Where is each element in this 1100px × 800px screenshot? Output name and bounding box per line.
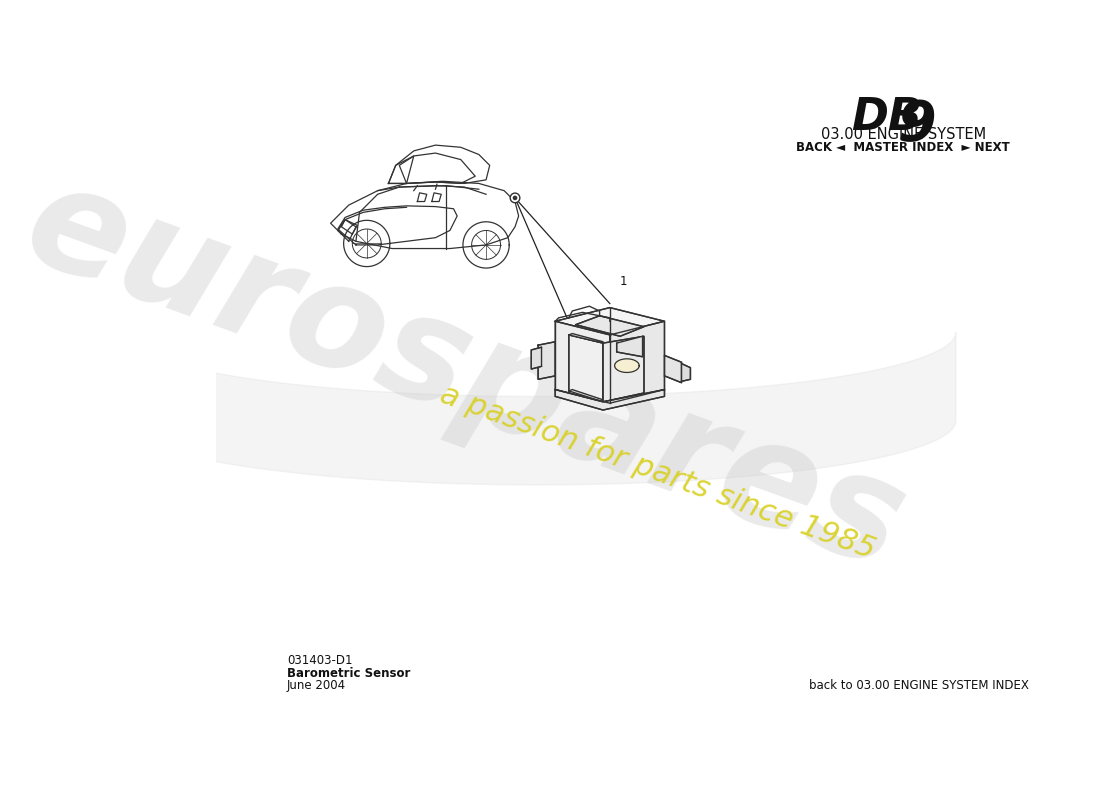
Polygon shape <box>569 390 603 402</box>
Polygon shape <box>575 316 644 336</box>
Text: 031403-D1: 031403-D1 <box>287 654 352 666</box>
Text: BACK ◄  MASTER INDEX  ► NEXT: BACK ◄ MASTER INDEX ► NEXT <box>796 142 1010 154</box>
Polygon shape <box>615 359 639 373</box>
Text: June 2004: June 2004 <box>287 679 345 693</box>
Polygon shape <box>556 322 609 403</box>
Polygon shape <box>531 347 541 369</box>
Polygon shape <box>569 335 603 402</box>
Text: 03.00 ENGINE SYSTEM: 03.00 ENGINE SYSTEM <box>821 126 986 142</box>
Polygon shape <box>538 342 556 379</box>
Text: DB: DB <box>851 96 922 139</box>
Polygon shape <box>603 336 644 402</box>
Polygon shape <box>569 334 603 343</box>
Circle shape <box>510 193 520 202</box>
Polygon shape <box>682 363 691 382</box>
Polygon shape <box>664 355 682 382</box>
Text: a passion for parts since 1985: a passion for parts since 1985 <box>437 380 880 565</box>
Text: 1: 1 <box>619 274 627 287</box>
Text: eurospares: eurospares <box>8 152 923 600</box>
Polygon shape <box>617 336 642 357</box>
Text: 9: 9 <box>898 98 936 152</box>
Circle shape <box>514 196 517 199</box>
Polygon shape <box>556 390 664 410</box>
Polygon shape <box>609 322 664 403</box>
Polygon shape <box>556 307 664 335</box>
Text: back to 03.00 ENGINE SYSTEM INDEX: back to 03.00 ENGINE SYSTEM INDEX <box>810 679 1030 693</box>
Text: Barometric Sensor: Barometric Sensor <box>287 666 410 680</box>
